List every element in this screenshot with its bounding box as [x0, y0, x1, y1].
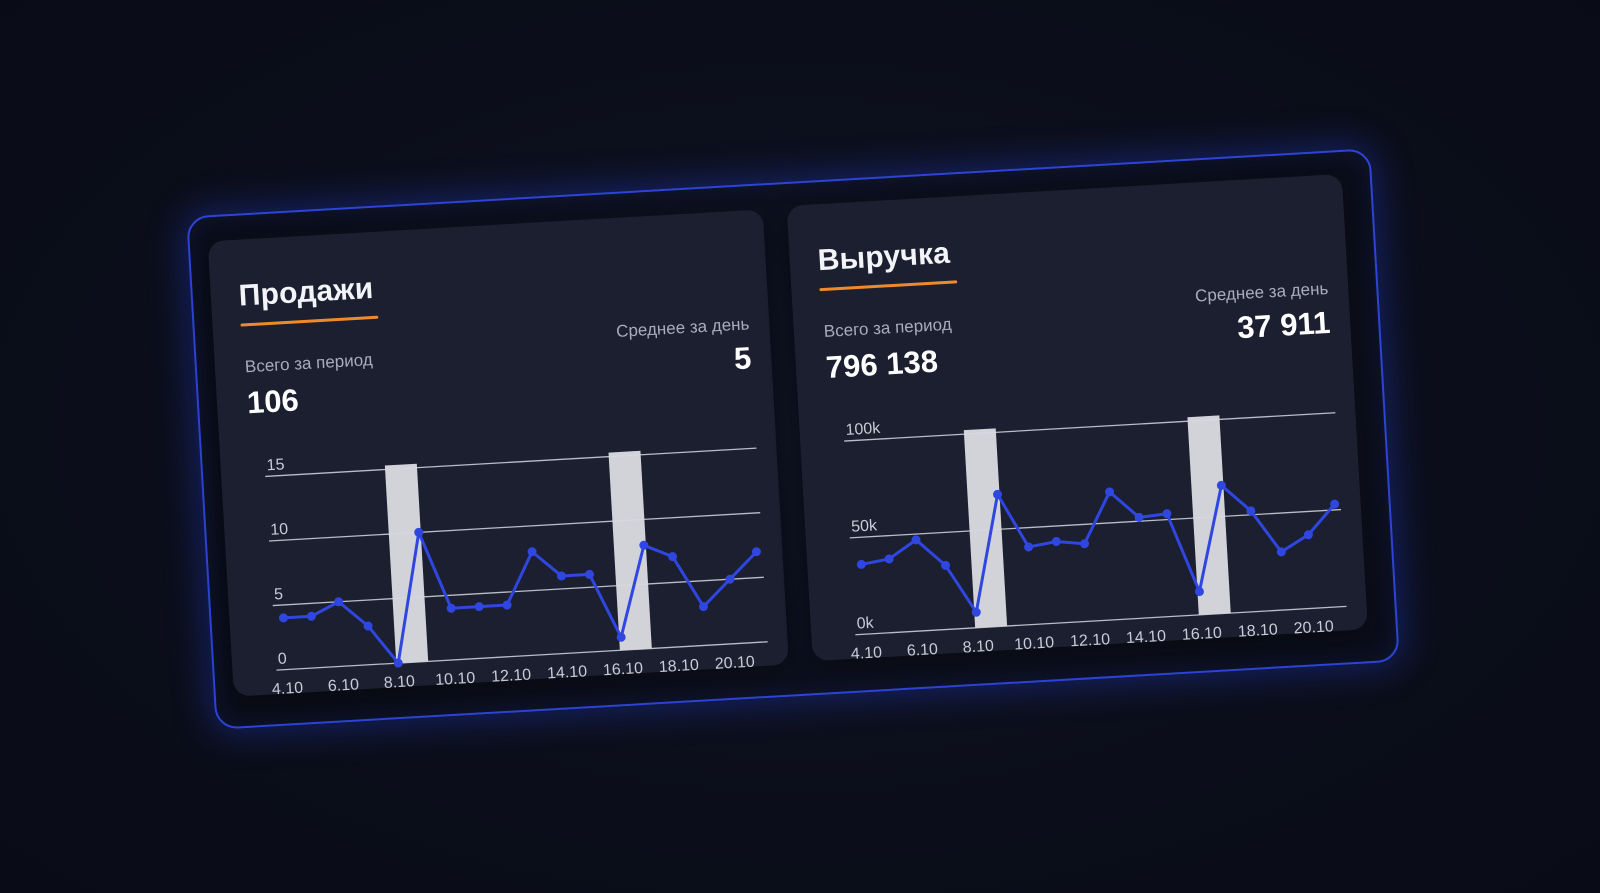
revenue-data-point [1134, 512, 1144, 522]
revenue-data-point [1080, 539, 1090, 549]
sales-series-line [283, 530, 758, 665]
sales-y-tick-label: 10 [270, 521, 289, 539]
sales-x-tick-label: 12.10 [491, 666, 532, 685]
revenue-highlight-band [1187, 415, 1231, 615]
sales-y-tick-label: 15 [266, 456, 285, 474]
sales-data-point [363, 621, 373, 631]
sales-data-point [334, 597, 344, 607]
revenue-y-tick-label: 100k [845, 420, 882, 439]
revenue-data-point [1051, 537, 1061, 547]
sales-data-point [393, 658, 403, 668]
sales-data-point [278, 613, 288, 623]
sales-data-point [414, 527, 424, 537]
revenue-highlight-band [963, 428, 1008, 628]
sales-data-point [584, 569, 594, 579]
revenue-chart: 0k 50k 100k 4.10 6.10 8.10 10.10 12.10 14.10 16.1… [844, 412, 1347, 663]
sales-x-tick-label: 18.10 [658, 657, 699, 676]
sales-x-tick-label: 20.10 [714, 654, 755, 673]
sales-data-point [446, 603, 456, 613]
sales-y-tick-label: 0 [277, 651, 287, 668]
revenue-data-point [1330, 499, 1340, 509]
sales-data-point [527, 547, 537, 557]
sales-x-tick-label: 10.10 [435, 670, 476, 689]
revenue-series-line [861, 483, 1336, 614]
sales-gridline [276, 641, 768, 671]
revenue-data-point [971, 607, 981, 617]
sales-card: Продажи Всего за период 106 Среднее за д… [207, 209, 789, 699]
sales-gridline [272, 576, 764, 607]
sales-x-tick-label: 4.10 [272, 680, 304, 699]
revenue-data-point [1105, 487, 1115, 497]
revenue-x-tick-label: 20.10 [1293, 618, 1334, 637]
revenue-x-tick-label: 14.10 [1126, 628, 1167, 647]
sales-chart: 0 5 10 15 4.10 6.10 8.10 10.10 12.10 14.10 16.10 18… [265, 447, 768, 699]
revenue-y-tick-label: 0k [856, 615, 875, 633]
revenue-data-point [884, 554, 894, 564]
revenue-x-tick-label: 10.10 [1014, 634, 1055, 653]
revenue-x-tick-label: 4.10 [850, 644, 882, 663]
sales-data-point [616, 632, 626, 642]
revenue-y-tick-label: 50k [851, 517, 879, 536]
revenue-data-point [941, 560, 951, 570]
sales-y-tick-label: 5 [274, 586, 284, 603]
sales-x-tick-label: 16.10 [603, 660, 644, 679]
revenue-x-tick-label: 18.10 [1237, 621, 1278, 640]
sales-data-point [474, 602, 484, 612]
revenue-card: Выручка Всего за период 796 138 Среднее … [786, 173, 1368, 663]
revenue-data-point [1194, 587, 1204, 597]
sales-gridline [268, 512, 761, 542]
sales-data-point [725, 574, 735, 584]
sales-data-point [556, 571, 566, 581]
revenue-data-point [1216, 480, 1226, 490]
revenue-x-tick-label: 16.10 [1181, 625, 1222, 644]
sales-highlight-band [608, 450, 652, 651]
sales-data-point [639, 540, 649, 550]
revenue-gridline [844, 412, 1336, 442]
revenue-x-tick-label: 6.10 [906, 641, 938, 660]
sales-data-point [668, 552, 678, 562]
revenue-data-point [1024, 542, 1034, 552]
revenue-data-point [1276, 547, 1286, 557]
revenue-data-point [911, 535, 921, 545]
sales-data-point [502, 600, 512, 610]
dashboard-frame: Продажи Всего за период 106 Среднее за д… [186, 148, 1400, 730]
revenue-x-tick-label: 12.10 [1070, 631, 1111, 650]
sales-x-tick-label: 14.10 [547, 663, 588, 682]
revenue-data-point [1162, 509, 1172, 519]
revenue-gridline [855, 605, 1347, 636]
revenue-data-point [1303, 530, 1313, 540]
sales-data-point [306, 611, 316, 621]
revenue-data-point [856, 559, 866, 569]
revenue-x-tick-label: 8.10 [962, 638, 994, 657]
sales-x-tick-label: 8.10 [383, 673, 415, 692]
sales-x-tick-label: 6.10 [327, 676, 359, 695]
revenue-data-point [993, 489, 1003, 499]
sales-highlight-band [384, 463, 429, 664]
sales-data-point [751, 547, 761, 557]
sales-data-point [699, 602, 709, 612]
revenue-data-point [1246, 506, 1256, 516]
sales-gridline [265, 447, 757, 478]
